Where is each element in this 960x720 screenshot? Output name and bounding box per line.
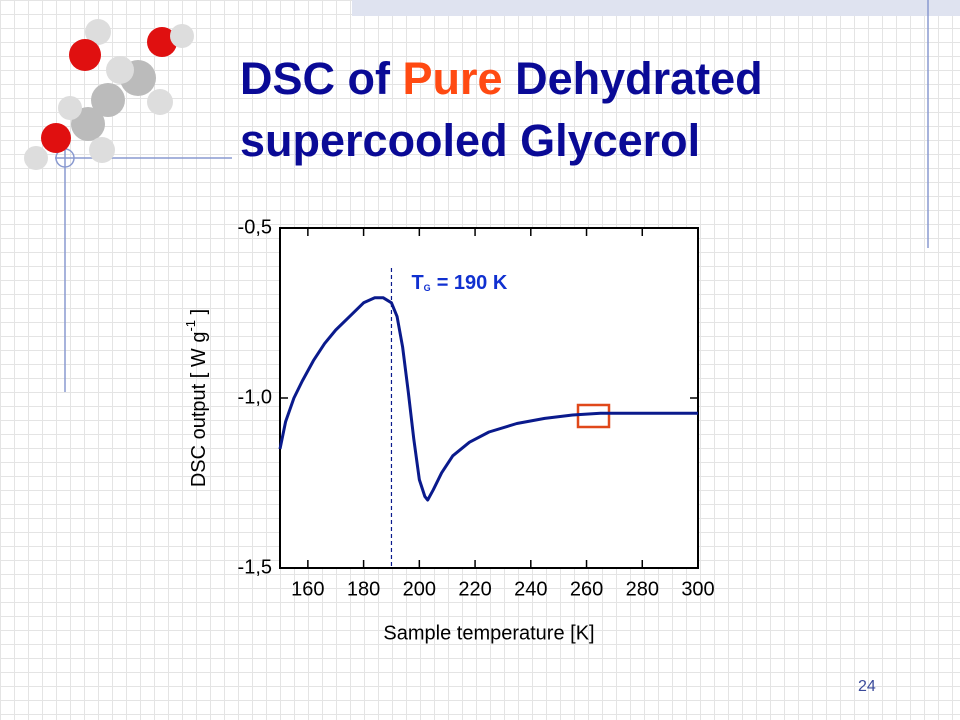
title-text: DSC of xyxy=(240,53,390,104)
x-tick-label: 180 xyxy=(347,578,380,600)
x-tick-label: 300 xyxy=(681,578,714,600)
y-label-sup: -1 xyxy=(183,320,198,332)
annotation-text: = 190 K xyxy=(437,272,508,294)
slide-title: DSC of Pure Dehydrated supercooled Glycer… xyxy=(240,48,763,172)
top-band xyxy=(352,0,960,16)
y-label-end: ] xyxy=(188,309,210,320)
x-tick-label: 160 xyxy=(291,578,324,600)
annotation: TG = 190 K xyxy=(411,272,507,294)
annotation-sub: G xyxy=(424,283,431,293)
y-tick-label: -1,0 xyxy=(238,386,272,408)
y-axis-label: DSC output [ W g-1 ] xyxy=(183,309,210,487)
y-label-text: DSC output [ W g xyxy=(188,332,210,488)
page-number: 24 xyxy=(858,678,876,695)
y-tick-label: -0,5 xyxy=(238,216,272,238)
x-tick-label: 280 xyxy=(626,578,659,600)
x-axis-label: Sample temperature [K] xyxy=(383,622,594,644)
x-tick-label: 260 xyxy=(570,578,603,600)
x-tick-label: 200 xyxy=(403,578,436,600)
annotation-symbol: T xyxy=(411,272,423,294)
data-line xyxy=(278,296,698,502)
x-tick-label: 220 xyxy=(458,578,491,600)
molecule xyxy=(24,19,194,170)
x-tick-label: 240 xyxy=(514,578,547,600)
title-text: Dehydrated xyxy=(515,53,763,104)
y-tick-label: -1,5 xyxy=(238,556,272,578)
title-highlight: Pure xyxy=(402,53,503,104)
title-text: supercooled Glycerol xyxy=(240,115,701,166)
